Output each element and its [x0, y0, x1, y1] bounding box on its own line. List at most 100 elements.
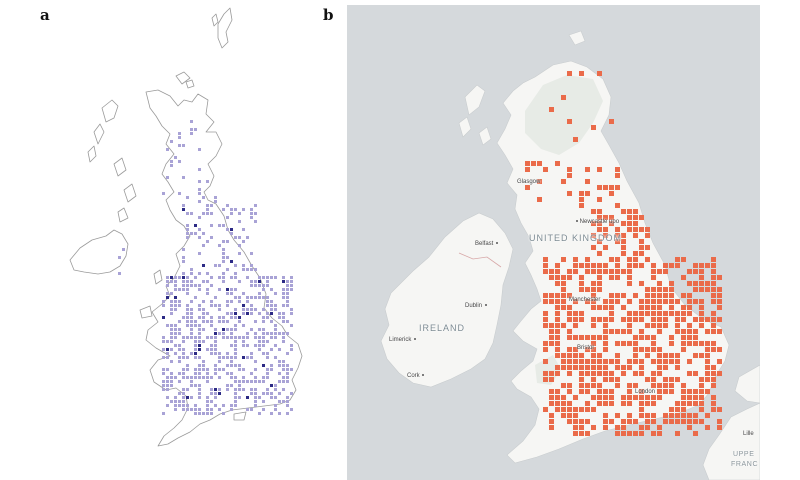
- grid-cell: [218, 332, 221, 335]
- grid-cell: [651, 359, 656, 364]
- grid-cell: [278, 380, 281, 383]
- grid-cell: [214, 336, 217, 339]
- grid-cell: [250, 408, 253, 411]
- grid-cell: [597, 221, 602, 226]
- grid-cell: [561, 401, 566, 406]
- grid-cell: [182, 396, 185, 399]
- grid-cell: [639, 371, 644, 376]
- grid-cell: [633, 395, 638, 400]
- grid-cell: [639, 401, 644, 406]
- grid-cell: [178, 332, 181, 335]
- grid-cell: [555, 395, 560, 400]
- grid-cell: [186, 368, 189, 371]
- grid-cell: [615, 173, 620, 178]
- grid-cell: [210, 408, 213, 411]
- grid-cell: [230, 288, 233, 291]
- grid-cell: [567, 383, 572, 388]
- grid-cell: [567, 275, 572, 280]
- grid-cell: [693, 281, 698, 286]
- grid-cell: [186, 336, 189, 339]
- grid-cell: [226, 312, 229, 315]
- grid-cell: [657, 299, 662, 304]
- grid-cell: [270, 348, 273, 351]
- grid-cell: [645, 323, 650, 328]
- grid-cell: [549, 323, 554, 328]
- grid-cell: [182, 260, 185, 263]
- grid-cell: [254, 404, 257, 407]
- grid-cell: [555, 317, 560, 322]
- grid-cell: [699, 407, 704, 412]
- grid-cell: [198, 340, 201, 343]
- grid-cell: [226, 328, 229, 331]
- grid-cell: [681, 329, 686, 334]
- grid-cell: [663, 413, 668, 418]
- grid-cell: [262, 288, 265, 291]
- grid-cell: [198, 252, 201, 255]
- grid-cell: [627, 389, 632, 394]
- grid-cell: [681, 413, 686, 418]
- grid-cell: [270, 320, 273, 323]
- grid-cell: [675, 311, 680, 316]
- grid-cell: [609, 275, 614, 280]
- grid-cell: [286, 280, 289, 283]
- grid-cell: [190, 352, 193, 355]
- grid-cell: [174, 344, 177, 347]
- grid-cell: [222, 248, 225, 251]
- grid-cell: [226, 292, 229, 295]
- grid-cell: [198, 376, 201, 379]
- grid-cell: [603, 299, 608, 304]
- grid-cell: [262, 336, 265, 339]
- grid-cell: [699, 275, 704, 280]
- grid-cell: [178, 344, 181, 347]
- grid-cell: [549, 299, 554, 304]
- grid-cell: [210, 392, 213, 395]
- grid-cell: [226, 388, 229, 391]
- grid-cell: [567, 413, 572, 418]
- grid-cell: [699, 281, 704, 286]
- grid-cell: [609, 221, 614, 226]
- region-label-upper-2: FRANC: [731, 461, 759, 468]
- grid-cell: [282, 360, 285, 363]
- grid-cell: [194, 348, 197, 351]
- grid-cell: [266, 372, 269, 375]
- grid-cell: [567, 389, 572, 394]
- grid-cell: [579, 335, 584, 340]
- grid-cell: [162, 412, 165, 415]
- grid-cell: [537, 179, 542, 184]
- grid-cell: [645, 419, 650, 424]
- grid-cell: [663, 389, 668, 394]
- grid-cell: [198, 148, 201, 151]
- grid-cell: [699, 305, 704, 310]
- grid-cell: [627, 323, 632, 328]
- grid-cell: [218, 392, 221, 395]
- grid-cell: [573, 359, 578, 364]
- grid-cell: [254, 392, 257, 395]
- grid-cell: [238, 236, 241, 239]
- grid-cell: [182, 408, 185, 411]
- grid-cell: [206, 412, 209, 415]
- grid-cell: [286, 396, 289, 399]
- grid-cell: [230, 332, 233, 335]
- grid-cell: [573, 269, 578, 274]
- grid-cell: [254, 332, 257, 335]
- grid-cell: [591, 365, 596, 370]
- grid-cell: [250, 252, 253, 255]
- grid-cell: [166, 148, 169, 151]
- grid-cell: [645, 299, 650, 304]
- grid-cell: [609, 359, 614, 364]
- grid-cell: [579, 287, 584, 292]
- grid-cell: [246, 396, 249, 399]
- grid-cell: [258, 340, 261, 343]
- grid-cell: [543, 317, 548, 322]
- grid-cell: [170, 324, 173, 327]
- grid-cell: [627, 419, 632, 424]
- grid-cell: [282, 380, 285, 383]
- grid-cell: [675, 401, 680, 406]
- grid-cell: [242, 292, 245, 295]
- grid-cell: [615, 377, 620, 382]
- grid-cell: [198, 364, 201, 367]
- grid-cell: [270, 304, 273, 307]
- grid-cell: [681, 347, 686, 352]
- grid-cell: [687, 329, 692, 334]
- grid-cell: [711, 401, 716, 406]
